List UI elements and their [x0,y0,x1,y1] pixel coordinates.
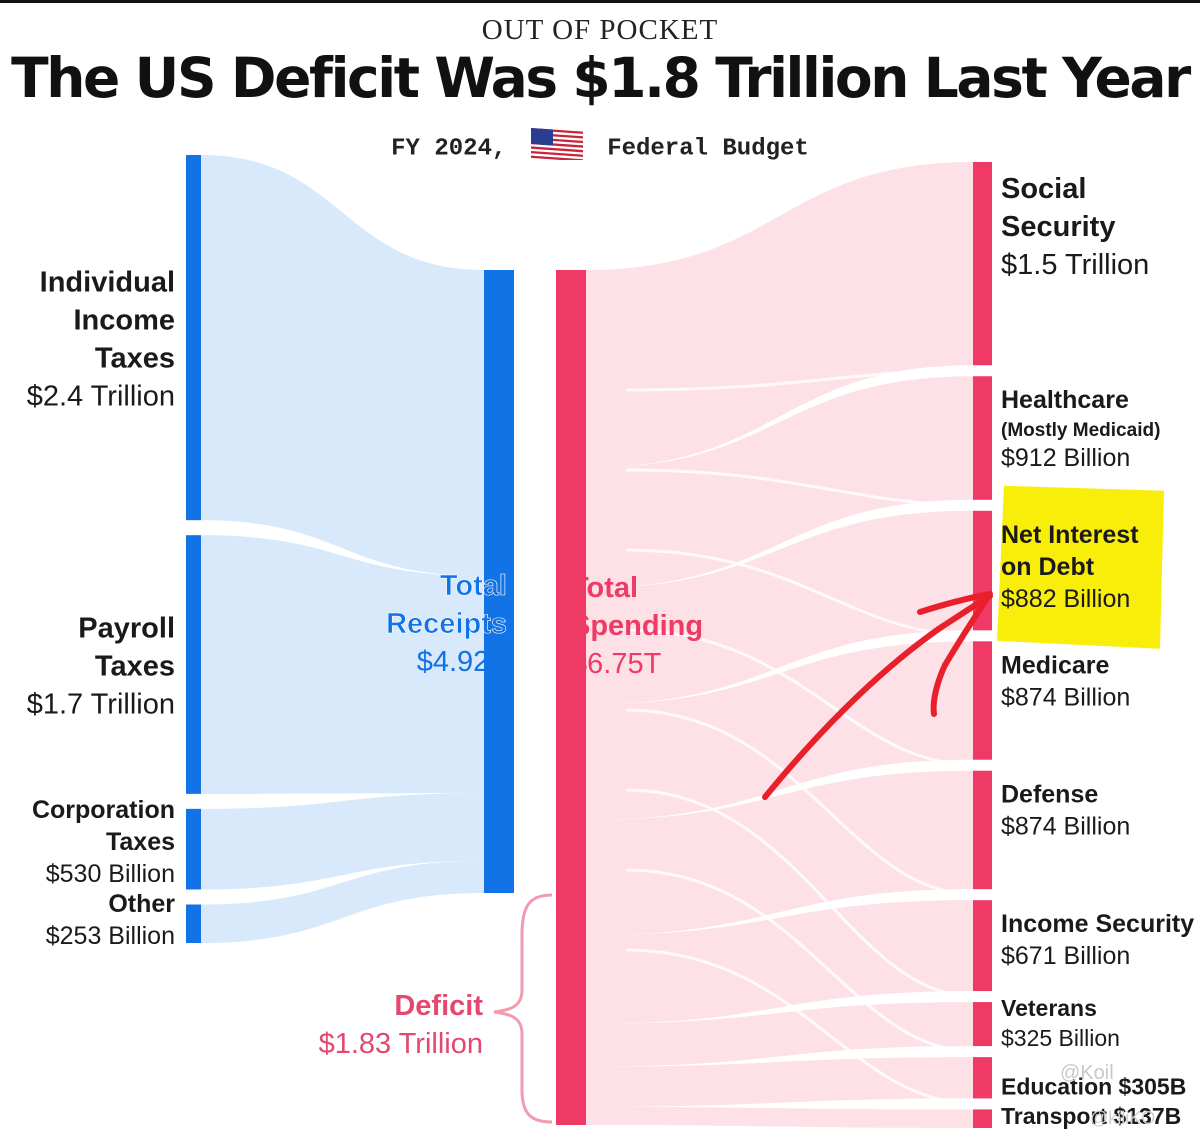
label-veterans-0: Veterans [1001,995,1097,1021]
label-deficit: Deficit [394,990,483,1022]
label-payroll-taxes-1: Taxes [95,651,175,683]
bar-education [973,1057,992,1099]
label-education: Education $305B [1001,1073,1186,1099]
flow-income-security [586,900,973,1024]
red-arrow-head [917,591,993,717]
bar-transport [973,1109,992,1128]
bar-other [186,904,201,943]
bar-veterans [973,1002,992,1047]
value-total-spending: $6.75T [571,648,662,680]
flow-corporation-taxes [201,793,484,890]
flow-separator-6 [625,788,974,998]
node-bars [186,155,992,1128]
flow-other [201,860,484,943]
label-social-security-0: Social [1001,173,1086,205]
value-other: $253 Billion [46,922,175,950]
subtitle-budget: Federal Budget [607,135,809,163]
flow-separator-3 [625,548,974,637]
bar-payroll-taxes [186,535,201,794]
bar-individual-income-taxes [186,155,201,521]
bar-social-security [973,162,992,366]
label-payroll-taxes-0: Payroll [78,613,175,645]
node-labels: Individual Income Taxes $2.4 Trillion Payrol… [27,173,1195,1129]
watermark-2: @kiliKO [1090,1108,1156,1128]
label-healthcare-0: Healthcare [1001,386,1129,414]
flow-separator-7 [625,868,974,1053]
flow-transport [586,1106,973,1128]
flow-medicare [586,641,973,820]
note-healthcare: (Mostly Medicaid) [1001,420,1160,441]
kicker: OUT OF POCKET [481,14,719,46]
value-total-receipts: $4.92T [417,646,508,678]
flow-social-security [586,162,973,468]
label-net-interest-on-debt-1: on Debt [1001,553,1095,581]
label-transport: Transport $137B [1001,1103,1181,1129]
flow-separator-1 [625,368,974,392]
label-individual-income-taxes-0: Individual [40,267,175,299]
value-medicare: $874 Billion [1001,683,1130,711]
value-payroll-taxes: $1.7 Trillion [27,689,175,721]
watermark-1: @Koil [1060,1062,1114,1084]
value-income-security: $671 Billion [1001,942,1130,970]
label-corporation-taxes-0: Corporation [32,796,175,824]
bar-medicare [973,641,992,760]
top-rule [0,0,1200,3]
spending-flows [586,162,974,1128]
label-individual-income-taxes-1: Income [73,305,175,337]
bar-defense [973,770,992,890]
label-corporation-taxes-1: Taxes [106,828,175,856]
bar-income-security [973,900,992,992]
bar-total-receipts [484,270,514,893]
value-net-interest-on-debt: $882 Billion [1001,585,1130,613]
label-total-spending-1: Spending [571,610,703,642]
chart-subtitle: FY 2024, Federal Budget [0,127,1200,168]
subtitle-year: FY 2024, [391,135,507,163]
label-total-receipts-1: Receipts [386,608,507,640]
value-individual-income-taxes: $2.4 Trillion [27,381,175,413]
flow-separator-2 [625,468,974,507]
label-social-security-1: Security [1001,211,1115,243]
label-other-0: Other [108,890,175,918]
value-social-security: $1.5 Trillion [1001,249,1149,281]
flow-separator-5 [625,708,974,896]
flow-veterans [586,1002,973,1067]
red-arrow [762,593,993,800]
highlight-box [997,485,1164,649]
highlight-layer [997,485,1164,649]
flow-separator-8 [625,948,974,1105]
label-individual-income-taxes-2: Taxes [95,343,175,375]
bar-total-spending [556,270,586,1125]
flow-net-interest-on-debt [586,510,973,705]
bar-healthcare [973,376,992,500]
bar-corporation-taxes [186,808,201,890]
label-medicare-0: Medicare [1001,651,1109,679]
receipt-flows [201,155,484,943]
deficit-bracket [493,893,553,1124]
value-veterans: $325 Billion [1001,1025,1120,1051]
value-healthcare: $912 Billion [1001,444,1130,472]
us-flag-icon [530,127,583,168]
chart-title: The US Deficit Was $1.8 Trillion Last Ye… [11,46,1191,110]
value-corporation-taxes: $530 Billion [46,860,175,888]
label-income-security-0: Income Security [1001,910,1194,938]
value-defense: $874 Billion [1001,813,1130,841]
label-defense-0: Defense [1001,781,1098,809]
value-deficit: $1.83 Trillion [319,1028,483,1060]
flow-separator-4 [625,628,974,767]
label-total-spending-0: Total [571,572,638,604]
flow-individual-income-taxes [201,155,484,577]
annotations [493,591,993,1124]
label-net-interest-on-debt-0: Net Interest [1001,521,1139,549]
flow-payroll-taxes [201,535,484,794]
label-total-receipts-0: Total [440,570,507,602]
